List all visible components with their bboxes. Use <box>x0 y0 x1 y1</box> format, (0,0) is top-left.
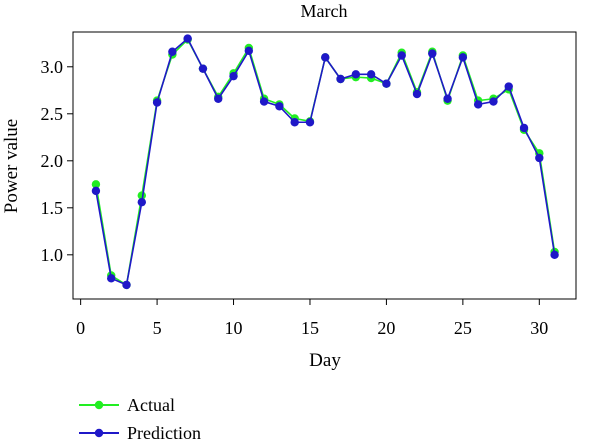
legend-item-prediction: Prediction <box>79 423 201 442</box>
plot-frame <box>72 31 577 300</box>
data-point-prediction <box>198 64 208 73</box>
data-point-prediction <box>321 53 330 62</box>
data-point-actual <box>91 180 101 189</box>
y-axis-label: Power value <box>1 119 22 213</box>
data-point-prediction <box>443 94 452 103</box>
x-tick-label: 10 <box>225 318 243 338</box>
x-tick-label: 20 <box>377 318 395 338</box>
data-point-prediction <box>336 74 345 84</box>
x-tick-label: 30 <box>530 318 548 338</box>
data-point-prediction <box>473 100 483 109</box>
data-point-prediction <box>275 102 284 111</box>
data-point-prediction <box>305 118 315 127</box>
data-point-prediction <box>382 79 391 88</box>
x-axis-label: Day <box>309 350 341 371</box>
data-point-prediction <box>244 46 254 56</box>
x-axis: 0 5 10 15 20 25 30 <box>76 299 548 338</box>
legend-label-actual: Actual <box>127 395 175 415</box>
chart-title: March <box>301 1 348 21</box>
y-tick-label: 2.0 <box>41 151 64 171</box>
data-point-prediction <box>519 123 529 133</box>
data-point-prediction <box>122 280 131 290</box>
data-point-prediction <box>535 153 544 163</box>
data-point-prediction <box>351 70 361 79</box>
data-point-prediction <box>259 97 269 106</box>
legend-label-prediction: Prediction <box>127 423 201 442</box>
data-point-prediction <box>137 197 146 207</box>
data-point-prediction <box>550 250 559 260</box>
data-point-prediction <box>214 94 223 103</box>
series-prediction <box>91 34 559 290</box>
data-point-prediction <box>290 118 299 127</box>
y-axis: 1.0 1.5 2.0 2.5 3.0 <box>41 57 73 265</box>
data-point-prediction <box>458 53 468 62</box>
series-layer <box>91 34 559 290</box>
data-point-prediction <box>183 34 192 43</box>
data-point-prediction <box>504 82 513 91</box>
series-actual <box>91 35 559 290</box>
x-tick-label: 0 <box>76 318 85 338</box>
y-tick-label: 1.0 <box>41 245 64 265</box>
data-point-prediction <box>412 89 422 99</box>
data-point-prediction <box>152 98 162 107</box>
data-point-prediction <box>91 186 101 196</box>
series-line-prediction <box>95 37 556 286</box>
y-tick-label: 3.0 <box>41 57 64 77</box>
x-tick-label: 5 <box>153 318 162 338</box>
data-point-prediction <box>107 274 116 283</box>
data-point-prediction <box>366 70 376 79</box>
x-tick-label: 15 <box>301 318 319 338</box>
data-point-prediction <box>168 47 177 56</box>
data-point-prediction <box>428 49 437 58</box>
legend-swatch-marker-prediction <box>94 428 104 438</box>
legend-swatch-marker-actual <box>94 400 104 410</box>
y-tick-label: 1.5 <box>41 198 64 218</box>
legend: Actual Prediction <box>79 395 201 442</box>
data-point-prediction <box>489 97 498 106</box>
data-point-prediction <box>397 51 406 60</box>
legend-item-actual: Actual <box>79 395 175 415</box>
x-tick-label: 25 <box>454 318 472 338</box>
data-point-prediction <box>229 71 238 81</box>
y-tick-label: 2.5 <box>41 104 64 124</box>
